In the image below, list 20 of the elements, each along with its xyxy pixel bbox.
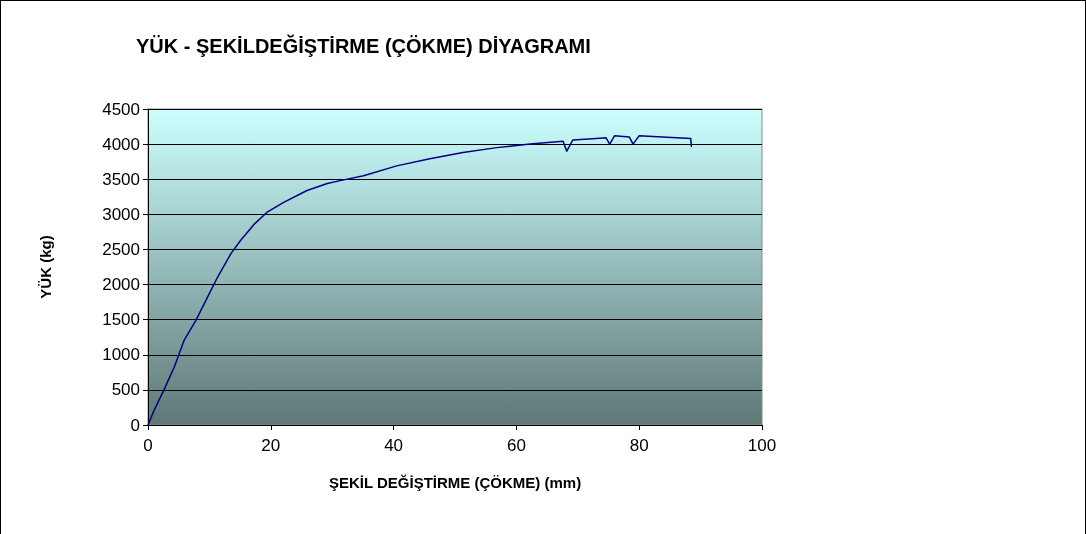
x-tick-label: 40 (384, 436, 404, 455)
y-tick-label: 1500 (102, 310, 140, 330)
x-tick-label: 60 (506, 436, 526, 455)
y-tick-label: 3500 (102, 169, 140, 189)
chart-title: YÜK - ŞEKİLDEĞİŞTİRME (ÇÖKME) DİYAGRAMI (136, 34, 591, 57)
x-tick-label: 0 (143, 436, 153, 455)
y-tick-label: 2000 (102, 275, 140, 295)
y-tick-label: 1000 (102, 345, 140, 365)
x-tick-label: 20 (261, 436, 281, 455)
y-tick-label: 4500 (102, 99, 140, 119)
line-series (147, 134, 693, 426)
x-axis-title: ŞEKİL DEĞİŞTİRME (ÇÖKME) (mm) (328, 474, 582, 491)
x-tick-label: 80 (629, 436, 649, 455)
x-tick-label: 100 (747, 436, 777, 455)
y-tick-label: 500 (111, 380, 140, 400)
y-tick-label: 3000 (102, 204, 140, 224)
y-tick-label: 4000 (102, 134, 140, 154)
y-axis-title: YÜK (kg) (37, 235, 54, 299)
y-tick-label: 2500 (102, 239, 140, 259)
y-tick-label: 0 (130, 415, 140, 435)
